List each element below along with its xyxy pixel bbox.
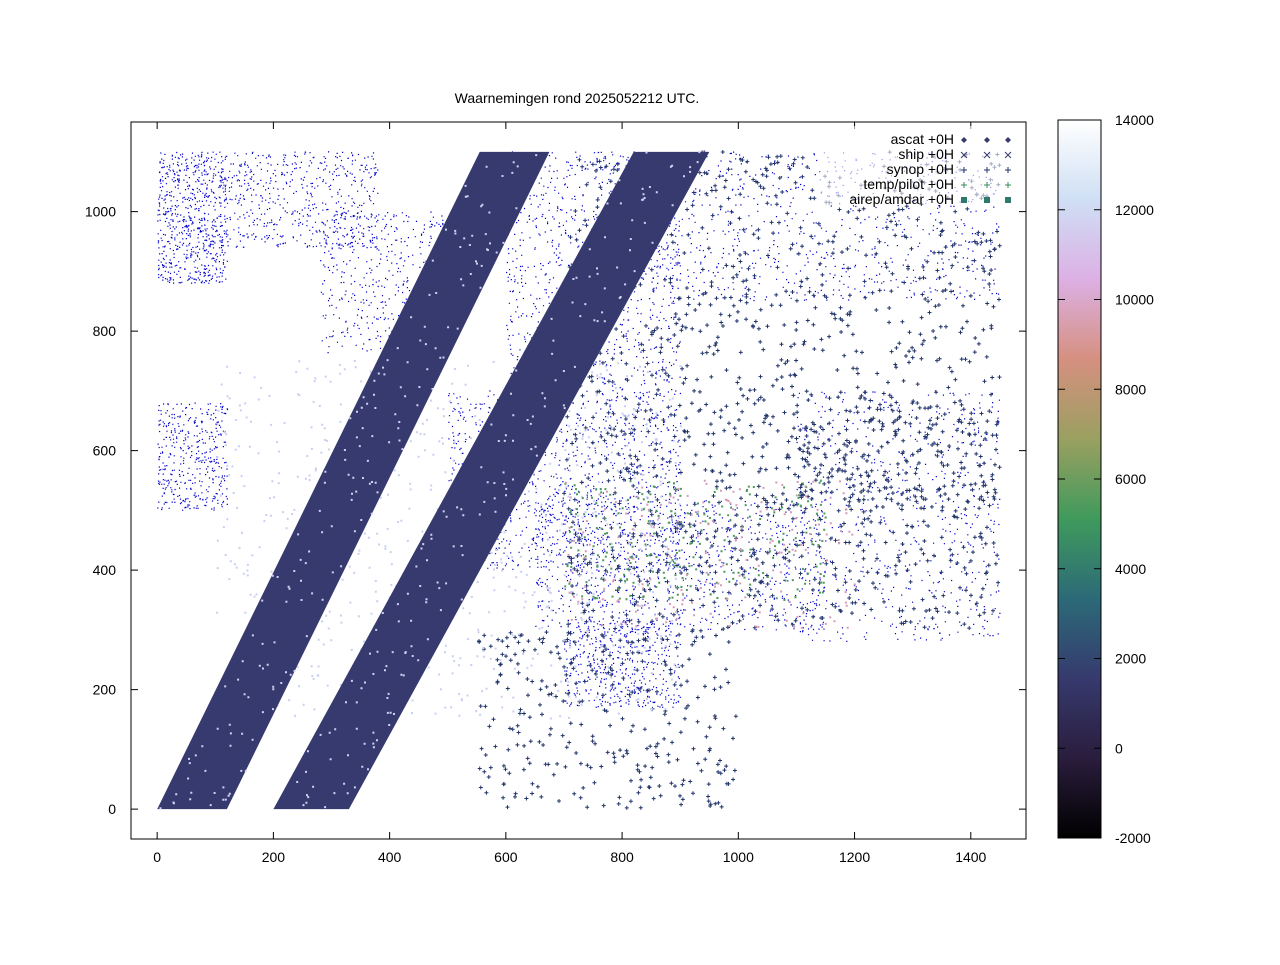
legend-marker — [1005, 167, 1011, 173]
plot-frame — [130, 121, 1027, 840]
legend-marker — [960, 151, 968, 159]
x-tick-label: 400 — [378, 849, 402, 865]
temp-pilot-markers — [564, 479, 827, 601]
legend-marker — [984, 197, 990, 203]
y-tick-label: 200 — [93, 682, 117, 698]
legend-marker — [1004, 151, 1012, 159]
legend-marker — [961, 197, 967, 203]
y-axis: 0 200 400 600 800 1000 — [85, 204, 1026, 817]
legend-entry-label: airep/amdar +0H — [849, 191, 954, 207]
legend-marker — [984, 167, 990, 173]
ascat-swath-layer — [157, 151, 710, 810]
colorbar-tick-label: 2000 — [1115, 651, 1146, 667]
high-altitude-markers — [565, 479, 856, 629]
legend-marker — [1005, 182, 1011, 188]
y-tick-label: 800 — [93, 323, 117, 339]
colorbar-tick-label: 14000 — [1115, 112, 1154, 128]
x-tick-label: 800 — [610, 849, 634, 865]
synop-markers — [477, 150, 1002, 810]
legend-marker — [1005, 197, 1011, 203]
legend-entry-label: ship +0H — [898, 146, 954, 162]
x-tick-label: 1200 — [839, 849, 870, 865]
chart-title: Waarnemingen rond 2025052212 UTC. — [455, 90, 700, 106]
legend-marker — [961, 167, 967, 173]
colorbar-tick-label: 8000 — [1115, 381, 1146, 397]
y-tick-label: 400 — [93, 562, 117, 578]
swath-airep-markers — [159, 151, 701, 810]
colorbar-tick-label: 0 — [1115, 740, 1123, 756]
legend-marker — [961, 182, 967, 188]
x-tick-label: 1000 — [723, 849, 754, 865]
legend-marker — [1005, 137, 1011, 143]
legend-marker — [983, 151, 991, 159]
colorbar-tick-label: 10000 — [1115, 292, 1154, 308]
legend-marker — [984, 182, 990, 188]
colorbar-tick-label: -2000 — [1115, 830, 1151, 846]
legend-marker — [961, 137, 967, 143]
y-tick-label: 600 — [93, 443, 117, 459]
y-tick-label: 0 — [108, 801, 116, 817]
colorbar — [1057, 119, 1102, 839]
colorbar-tick-label: 4000 — [1115, 561, 1146, 577]
legend-marker — [984, 137, 990, 143]
y-tick-label: 1000 — [85, 204, 116, 220]
x-tick-label: 600 — [494, 849, 518, 865]
legend-entry-label: ascat +0H — [891, 131, 954, 147]
legend-entry-label: temp/pilot +0H — [863, 176, 954, 192]
ascat-swath-2 — [273, 151, 710, 810]
colorbar-axis: -2000 0 2000 4000 6000 8000 10000 12000 14000 — [1058, 112, 1154, 846]
x-tick-label: 1400 — [955, 849, 986, 865]
x-axis: 0 200 400 600 800 1000 1200 1400 — [153, 122, 987, 865]
colorbar-tick-label: 12000 — [1115, 202, 1154, 218]
ascat-swath-1 — [157, 151, 550, 810]
x-tick-label: 200 — [262, 849, 286, 865]
legend-entry-label: synop +0H — [887, 161, 954, 177]
x-tick-label: 0 — [153, 849, 161, 865]
colorbar-tick-label: 6000 — [1115, 471, 1146, 487]
